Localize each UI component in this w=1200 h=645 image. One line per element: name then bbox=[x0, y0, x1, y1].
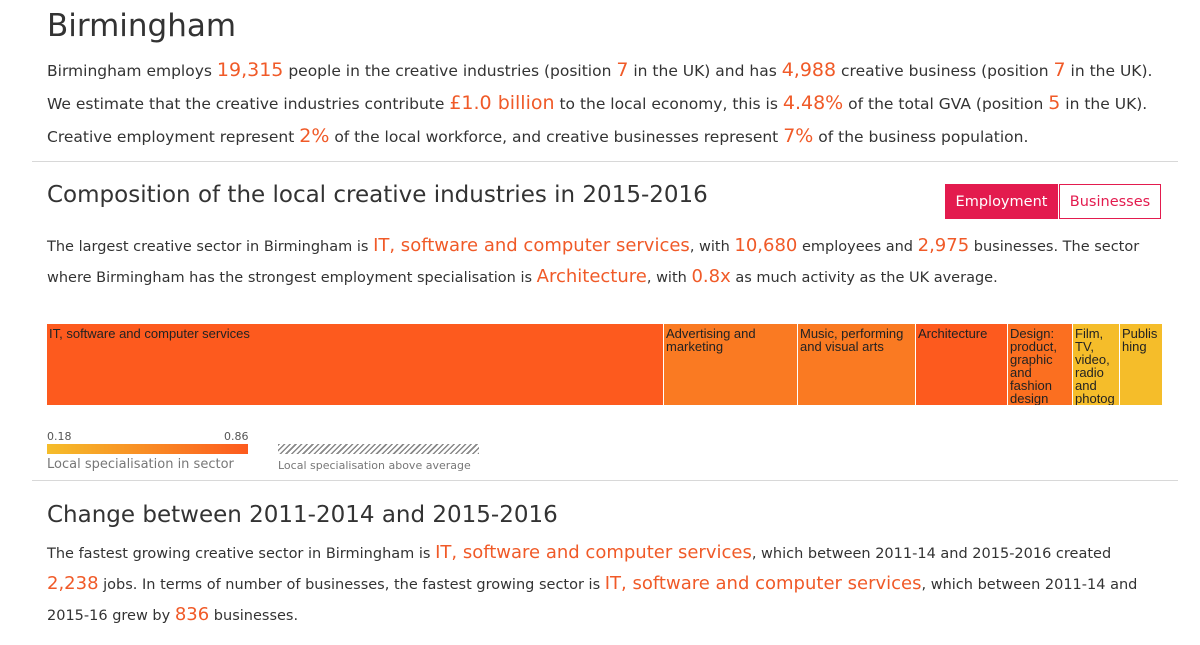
treemap-tile[interactable]: Design: product, graphic and fashion des… bbox=[1008, 324, 1073, 405]
employment-value: 19,315 bbox=[216, 59, 284, 81]
employment-position: 7 bbox=[616, 59, 629, 81]
businesses-growth: 836 bbox=[174, 604, 210, 625]
business-count: 4,988 bbox=[781, 59, 837, 81]
treemap-tile[interactable]: Music, performing and visual arts bbox=[798, 324, 916, 405]
fastest-growing-sector-businesses: IT, software and computer services bbox=[604, 573, 922, 594]
specialisation-gradient-legend bbox=[47, 444, 248, 454]
treemap-tile[interactable]: IT, software and computer services bbox=[47, 324, 664, 405]
gva-share: 4.48% bbox=[782, 92, 844, 114]
legend-hatch-label: Local specialisation above average bbox=[278, 459, 471, 472]
change-summary: The fastest growing creative sector in B… bbox=[47, 542, 1138, 625]
specialisation-value: 0.8x bbox=[691, 266, 731, 287]
business-position: 7 bbox=[1053, 59, 1066, 81]
gva-position: 5 bbox=[1048, 92, 1061, 114]
legend-label: Local specialisation in sector bbox=[47, 457, 234, 472]
composition-heading: Composition of the local creative indust… bbox=[47, 182, 708, 208]
change-heading: Change between 2011-2014 and 2015-2016 bbox=[47, 502, 558, 528]
largest-sector-link: IT, software and computer services bbox=[373, 235, 690, 256]
divider bbox=[32, 480, 1178, 481]
largest-sector-businesses: 2,975 bbox=[917, 235, 970, 256]
legend-min-value: 0.18 bbox=[47, 430, 72, 443]
divider bbox=[32, 161, 1178, 162]
workforce-share: 2% bbox=[299, 125, 330, 147]
composition-summary: The largest creative sector in Birmingha… bbox=[47, 235, 1140, 287]
treemap-tile[interactable]: Architecture bbox=[916, 324, 1008, 405]
largest-sector-employees: 10,680 bbox=[734, 235, 798, 256]
treemap-tile[interactable]: Publishing bbox=[1120, 324, 1163, 405]
specialised-sector: Architecture bbox=[536, 266, 647, 287]
above-average-hatch-legend bbox=[278, 444, 479, 454]
legend-max-value: 0.86 bbox=[224, 430, 249, 443]
gva-value: £1.0 billion bbox=[449, 92, 555, 114]
jobs-created: 2,238 bbox=[47, 573, 99, 594]
intro-summary: Birmingham employs 19,315 people in the … bbox=[47, 59, 1153, 147]
treemap-tile[interactable]: Film, TV, video, radio and photography bbox=[1073, 324, 1120, 405]
sector-treemap: IT, software and computer services Advert… bbox=[47, 324, 1163, 405]
employment-toggle-button[interactable]: Employment bbox=[945, 184, 1058, 219]
businesses-toggle-button[interactable]: Businesses bbox=[1059, 184, 1161, 219]
business-share: 7% bbox=[783, 125, 814, 147]
fastest-growing-sector-jobs: IT, software and computer services bbox=[435, 542, 752, 563]
page-title: Birmingham bbox=[47, 8, 237, 44]
treemap-tile[interactable]: Advertising and marketing bbox=[664, 324, 798, 405]
